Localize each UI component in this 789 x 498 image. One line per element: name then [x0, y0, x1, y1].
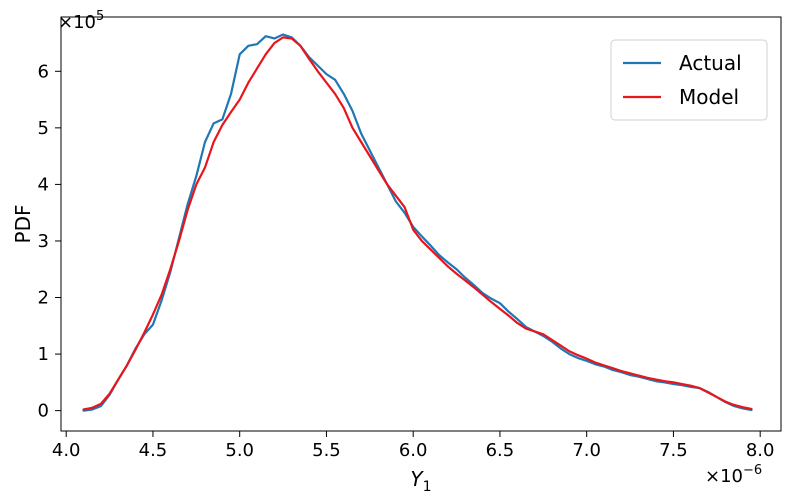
x-tick-label: 6.5: [486, 440, 515, 461]
x-tick-label: 5.0: [225, 440, 254, 461]
legend-label-actual: Actual: [679, 51, 742, 75]
y-axis-multiplier: ×105: [58, 9, 104, 33]
x-tick-label: 8.0: [746, 440, 775, 461]
axes-frame: [60, 16, 782, 432]
y-tick-label: 2: [38, 288, 49, 309]
x-tick-label: 4.0: [52, 440, 81, 461]
x-tick-label: 7.0: [572, 440, 601, 461]
plot-area: [82, 33, 753, 412]
y-tick-label: 5: [38, 118, 49, 139]
legend-label-model: Model: [679, 85, 739, 109]
x-tick-label: 7.5: [659, 440, 688, 461]
axis-labels: ×105 ×10−6 PDF Y1: [11, 9, 762, 495]
x-tick-label: 4.5: [139, 440, 168, 461]
legend: Actual Model: [610, 39, 768, 121]
y-tick-label: 3: [38, 231, 49, 252]
series-line-model: [82, 36, 753, 411]
x-axis-label: Y1: [410, 467, 431, 495]
y-tick-label: 1: [38, 344, 49, 365]
y-tick-label: 4: [38, 174, 49, 195]
x-axis-multiplier: ×10−6: [705, 463, 762, 487]
y-tick-label: 6: [38, 61, 49, 82]
x-tick-label: 5.5: [312, 440, 341, 461]
x-tick-label: 6.0: [399, 440, 428, 461]
y-axis-label: PDF: [11, 205, 35, 244]
y-tick-label: 0: [38, 401, 49, 422]
axes: 4.0 4.5 5.0 5.5 6.0 6.5 7.0 7.5 8.0 0 1 2 3 4 5 6: [38, 16, 782, 461]
legend-box: [610, 39, 768, 121]
